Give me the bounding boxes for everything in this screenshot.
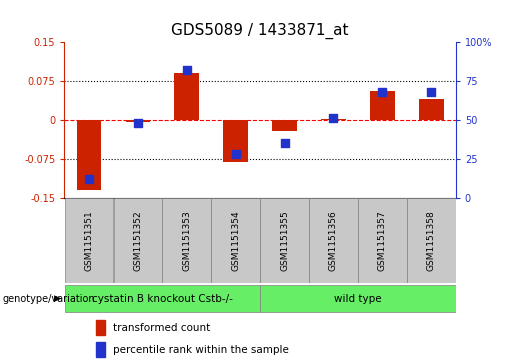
Text: genotype/variation: genotype/variation bbox=[3, 294, 95, 303]
Bar bbox=[419, 99, 443, 120]
Polygon shape bbox=[54, 295, 62, 302]
Text: percentile rank within the sample: percentile rank within the sample bbox=[113, 345, 289, 355]
Bar bbox=[370, 91, 394, 120]
Bar bbox=[77, 120, 101, 190]
Text: GSM1151354: GSM1151354 bbox=[231, 210, 240, 271]
Text: GSM1151351: GSM1151351 bbox=[84, 210, 93, 271]
Bar bbox=[113, 198, 162, 283]
Text: GSM1151353: GSM1151353 bbox=[182, 210, 191, 271]
Text: transformed count: transformed count bbox=[113, 323, 211, 333]
Text: wild type: wild type bbox=[334, 294, 382, 303]
Bar bbox=[309, 198, 358, 283]
Bar bbox=[96, 342, 106, 357]
Bar bbox=[321, 119, 346, 120]
Bar bbox=[260, 198, 309, 283]
Bar bbox=[260, 285, 456, 313]
Bar bbox=[64, 285, 260, 313]
Text: GSM1151357: GSM1151357 bbox=[378, 210, 387, 271]
Point bbox=[280, 140, 288, 146]
Bar bbox=[224, 120, 248, 163]
Point bbox=[133, 120, 142, 126]
Bar bbox=[272, 120, 297, 131]
Point bbox=[427, 89, 435, 95]
Point bbox=[378, 89, 386, 95]
Bar bbox=[64, 198, 113, 283]
Bar bbox=[126, 120, 150, 122]
Text: GSM1151355: GSM1151355 bbox=[280, 210, 289, 271]
Point bbox=[84, 176, 93, 182]
Title: GDS5089 / 1433871_at: GDS5089 / 1433871_at bbox=[171, 23, 349, 39]
Bar bbox=[358, 198, 407, 283]
Text: GSM1151358: GSM1151358 bbox=[427, 210, 436, 271]
Point bbox=[231, 151, 239, 157]
Bar bbox=[96, 320, 106, 335]
Text: GSM1151352: GSM1151352 bbox=[133, 210, 142, 271]
Point bbox=[182, 67, 191, 73]
Bar bbox=[407, 198, 456, 283]
Bar bbox=[175, 73, 199, 120]
Text: cystatin B knockout Cstb-/-: cystatin B knockout Cstb-/- bbox=[92, 294, 233, 303]
Bar bbox=[162, 198, 211, 283]
Bar bbox=[211, 198, 260, 283]
Text: GSM1151356: GSM1151356 bbox=[329, 210, 338, 271]
Point bbox=[329, 115, 337, 121]
